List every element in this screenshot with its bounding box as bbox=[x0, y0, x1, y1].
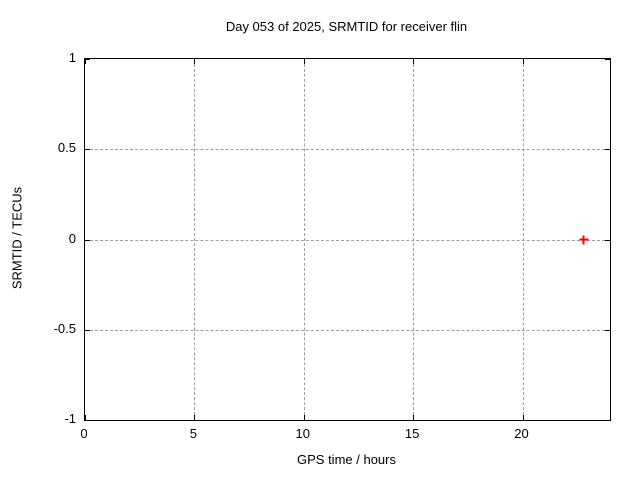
gridline-horizontal bbox=[85, 329, 610, 331]
x-tick-bottom bbox=[194, 415, 196, 420]
marker-vertical-bar bbox=[582, 235, 585, 244]
x-tick-top bbox=[303, 59, 305, 64]
y-tick-label: 0 bbox=[68, 230, 76, 246]
y-tick-left bbox=[85, 59, 90, 60]
x-tick-top bbox=[413, 59, 415, 64]
x-tick-bottom bbox=[522, 415, 524, 420]
x-tick-top bbox=[194, 59, 196, 64]
x-tick-top bbox=[522, 59, 524, 64]
x-tick-bottom bbox=[303, 415, 305, 420]
x-tick-label: 20 bbox=[514, 426, 529, 441]
y-tick-label: -1 bbox=[64, 411, 76, 426]
y-tick-label: 1 bbox=[68, 50, 76, 65]
chart-title: Day 053 of 2025, SRMTID for receiver fli… bbox=[225, 19, 468, 34]
gridline-horizontal bbox=[85, 239, 610, 241]
y-tick-right bbox=[605, 420, 610, 421]
y-tick-label: -0.5 bbox=[53, 320, 76, 336]
data-point-marker bbox=[579, 235, 589, 244]
x-tick-bottom bbox=[413, 415, 415, 420]
y-tick-right bbox=[605, 329, 610, 331]
x-tick-top bbox=[85, 59, 86, 64]
x-tick-bottom bbox=[85, 415, 86, 420]
x-tick-label: 5 bbox=[189, 426, 197, 441]
x-tick-label: 10 bbox=[295, 426, 310, 441]
x-tick-label: 15 bbox=[404, 426, 420, 441]
y-tick-right bbox=[605, 239, 610, 241]
x-axis-label: GPS time / hours bbox=[297, 452, 396, 467]
y-tick-left bbox=[85, 239, 90, 241]
y-tick-left bbox=[85, 329, 90, 331]
y-tick-right bbox=[605, 149, 610, 151]
y-tick-label: 0.5 bbox=[57, 140, 76, 156]
y-tick-left bbox=[85, 149, 90, 151]
y-tick-left bbox=[85, 420, 90, 421]
y-tick-right bbox=[605, 59, 610, 60]
x-tick-label: 0 bbox=[80, 426, 88, 441]
gridline-horizontal bbox=[85, 149, 610, 151]
plot-area bbox=[84, 58, 611, 421]
